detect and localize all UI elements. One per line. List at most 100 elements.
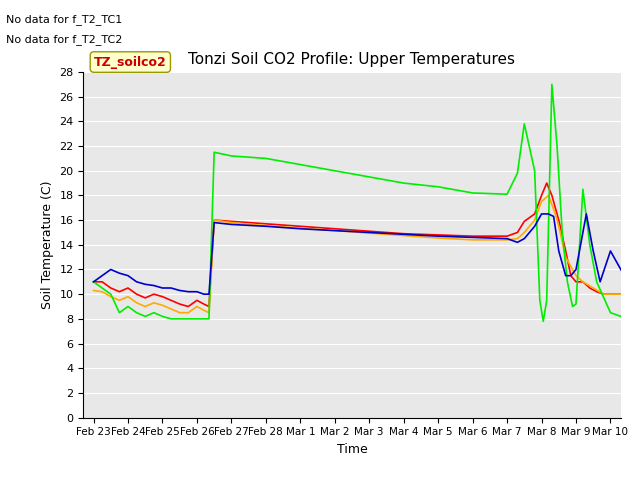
Tree -4cm: [99, 273, 106, 278]
Tree -4cm: [545, 211, 552, 217]
Open -2cm: [579, 279, 587, 285]
Tree -2cm: [572, 273, 580, 278]
Tree -2cm: [107, 294, 115, 300]
Tree -4cm: [468, 235, 476, 240]
Line: Tree -2cm: Tree -2cm: [93, 195, 628, 312]
Title: Tonzi Soil CO2 Profile: Upper Temperatures: Tonzi Soil CO2 Profile: Upper Temperatur…: [189, 52, 515, 67]
Open -4cm: [205, 316, 213, 322]
Open -2cm: [365, 228, 373, 234]
Open -4cm: [90, 279, 97, 285]
Open -2cm: [296, 223, 304, 229]
Tree -4cm: [513, 240, 521, 245]
Tree -4cm: [596, 279, 604, 285]
Tree -4cm: [365, 229, 373, 235]
Open -4cm: [520, 121, 528, 127]
Text: TZ_soilco2: TZ_soilco2: [94, 56, 166, 69]
Open -4cm: [99, 285, 106, 291]
Open -2cm: [572, 279, 580, 285]
Open -2cm: [538, 192, 545, 198]
Open -2cm: [132, 291, 140, 297]
Open -2cm: [543, 180, 550, 186]
Tree -2cm: [200, 307, 207, 313]
Tree -4cm: [228, 222, 236, 228]
Open -2cm: [607, 291, 614, 297]
Open -4cm: [296, 162, 304, 168]
Open -2cm: [90, 279, 97, 285]
Tree -2cm: [141, 304, 149, 310]
Open -4cm: [548, 82, 556, 87]
Tree -4cm: [200, 291, 207, 297]
Tree -2cm: [228, 220, 236, 226]
Open -4cm: [200, 316, 207, 322]
Open -2cm: [548, 192, 556, 198]
Open -2cm: [513, 229, 521, 235]
Open -4cm: [176, 316, 184, 322]
Open -2cm: [141, 295, 149, 301]
Open -2cm: [262, 221, 269, 227]
Open -2cm: [99, 279, 106, 285]
Open -2cm: [159, 294, 166, 300]
Open -2cm: [567, 273, 575, 278]
Tree -4cm: [531, 223, 538, 229]
Open -2cm: [200, 301, 207, 307]
Tree -2cm: [468, 237, 476, 243]
Tree -4cm: [167, 285, 175, 291]
Open -4cm: [564, 279, 572, 285]
Tree -4cm: [562, 273, 570, 278]
Open -2cm: [176, 301, 184, 307]
Tree -2cm: [167, 306, 175, 312]
Open -2cm: [503, 233, 511, 239]
Tree -2cm: [520, 229, 528, 235]
Open -4cm: [543, 298, 550, 303]
Tree -2cm: [531, 217, 538, 223]
Tree -2cm: [211, 217, 218, 223]
Tree -4cm: [296, 226, 304, 232]
Tree -2cm: [132, 300, 140, 306]
Tree -2cm: [579, 279, 587, 285]
Tree -2cm: [435, 235, 442, 241]
Tree -4cm: [550, 214, 557, 219]
Open -4cm: [159, 313, 166, 319]
Open -4cm: [536, 298, 543, 303]
Open -2cm: [184, 304, 192, 310]
Tree -2cm: [262, 223, 269, 228]
Tree -2cm: [90, 288, 97, 293]
Open -4cm: [141, 313, 149, 319]
Tree -4cm: [520, 236, 528, 241]
Line: Open -4cm: Open -4cm: [93, 84, 628, 321]
Open -4cm: [531, 168, 538, 174]
Open -4cm: [124, 304, 132, 310]
Open -4cm: [553, 143, 561, 149]
Open -4cm: [211, 149, 218, 155]
Open -4cm: [193, 316, 201, 322]
Open -2cm: [531, 211, 538, 217]
Open -2cm: [193, 298, 201, 303]
Open -4cm: [150, 310, 157, 315]
Tree -4cm: [107, 266, 115, 272]
Open -4cm: [503, 192, 511, 197]
Open -4cm: [184, 316, 192, 322]
Tree -4cm: [124, 273, 132, 278]
Tree -2cm: [589, 285, 597, 291]
Open -4cm: [167, 316, 175, 322]
Tree -2cm: [205, 310, 213, 315]
Tree -4cm: [116, 270, 124, 276]
Tree -4cm: [607, 248, 614, 254]
Open -2cm: [150, 291, 157, 297]
Tree -2cm: [545, 192, 552, 198]
Tree -2cm: [99, 289, 106, 295]
Open -2cm: [116, 289, 124, 295]
Tree -4cm: [132, 279, 140, 285]
Tree -2cm: [159, 302, 166, 308]
Text: No data for f_T2_TC2: No data for f_T2_TC2: [6, 34, 123, 45]
Tree -2cm: [331, 228, 339, 233]
Tree -2cm: [124, 294, 132, 300]
Tree -4cm: [567, 273, 575, 278]
Tree -4cm: [141, 281, 149, 287]
Tree -2cm: [365, 230, 373, 236]
Tree -2cm: [538, 199, 545, 204]
Open -2cm: [593, 289, 600, 295]
Open -4cm: [400, 180, 408, 186]
Tree -4cm: [435, 233, 442, 239]
Tree -4cm: [205, 291, 213, 297]
